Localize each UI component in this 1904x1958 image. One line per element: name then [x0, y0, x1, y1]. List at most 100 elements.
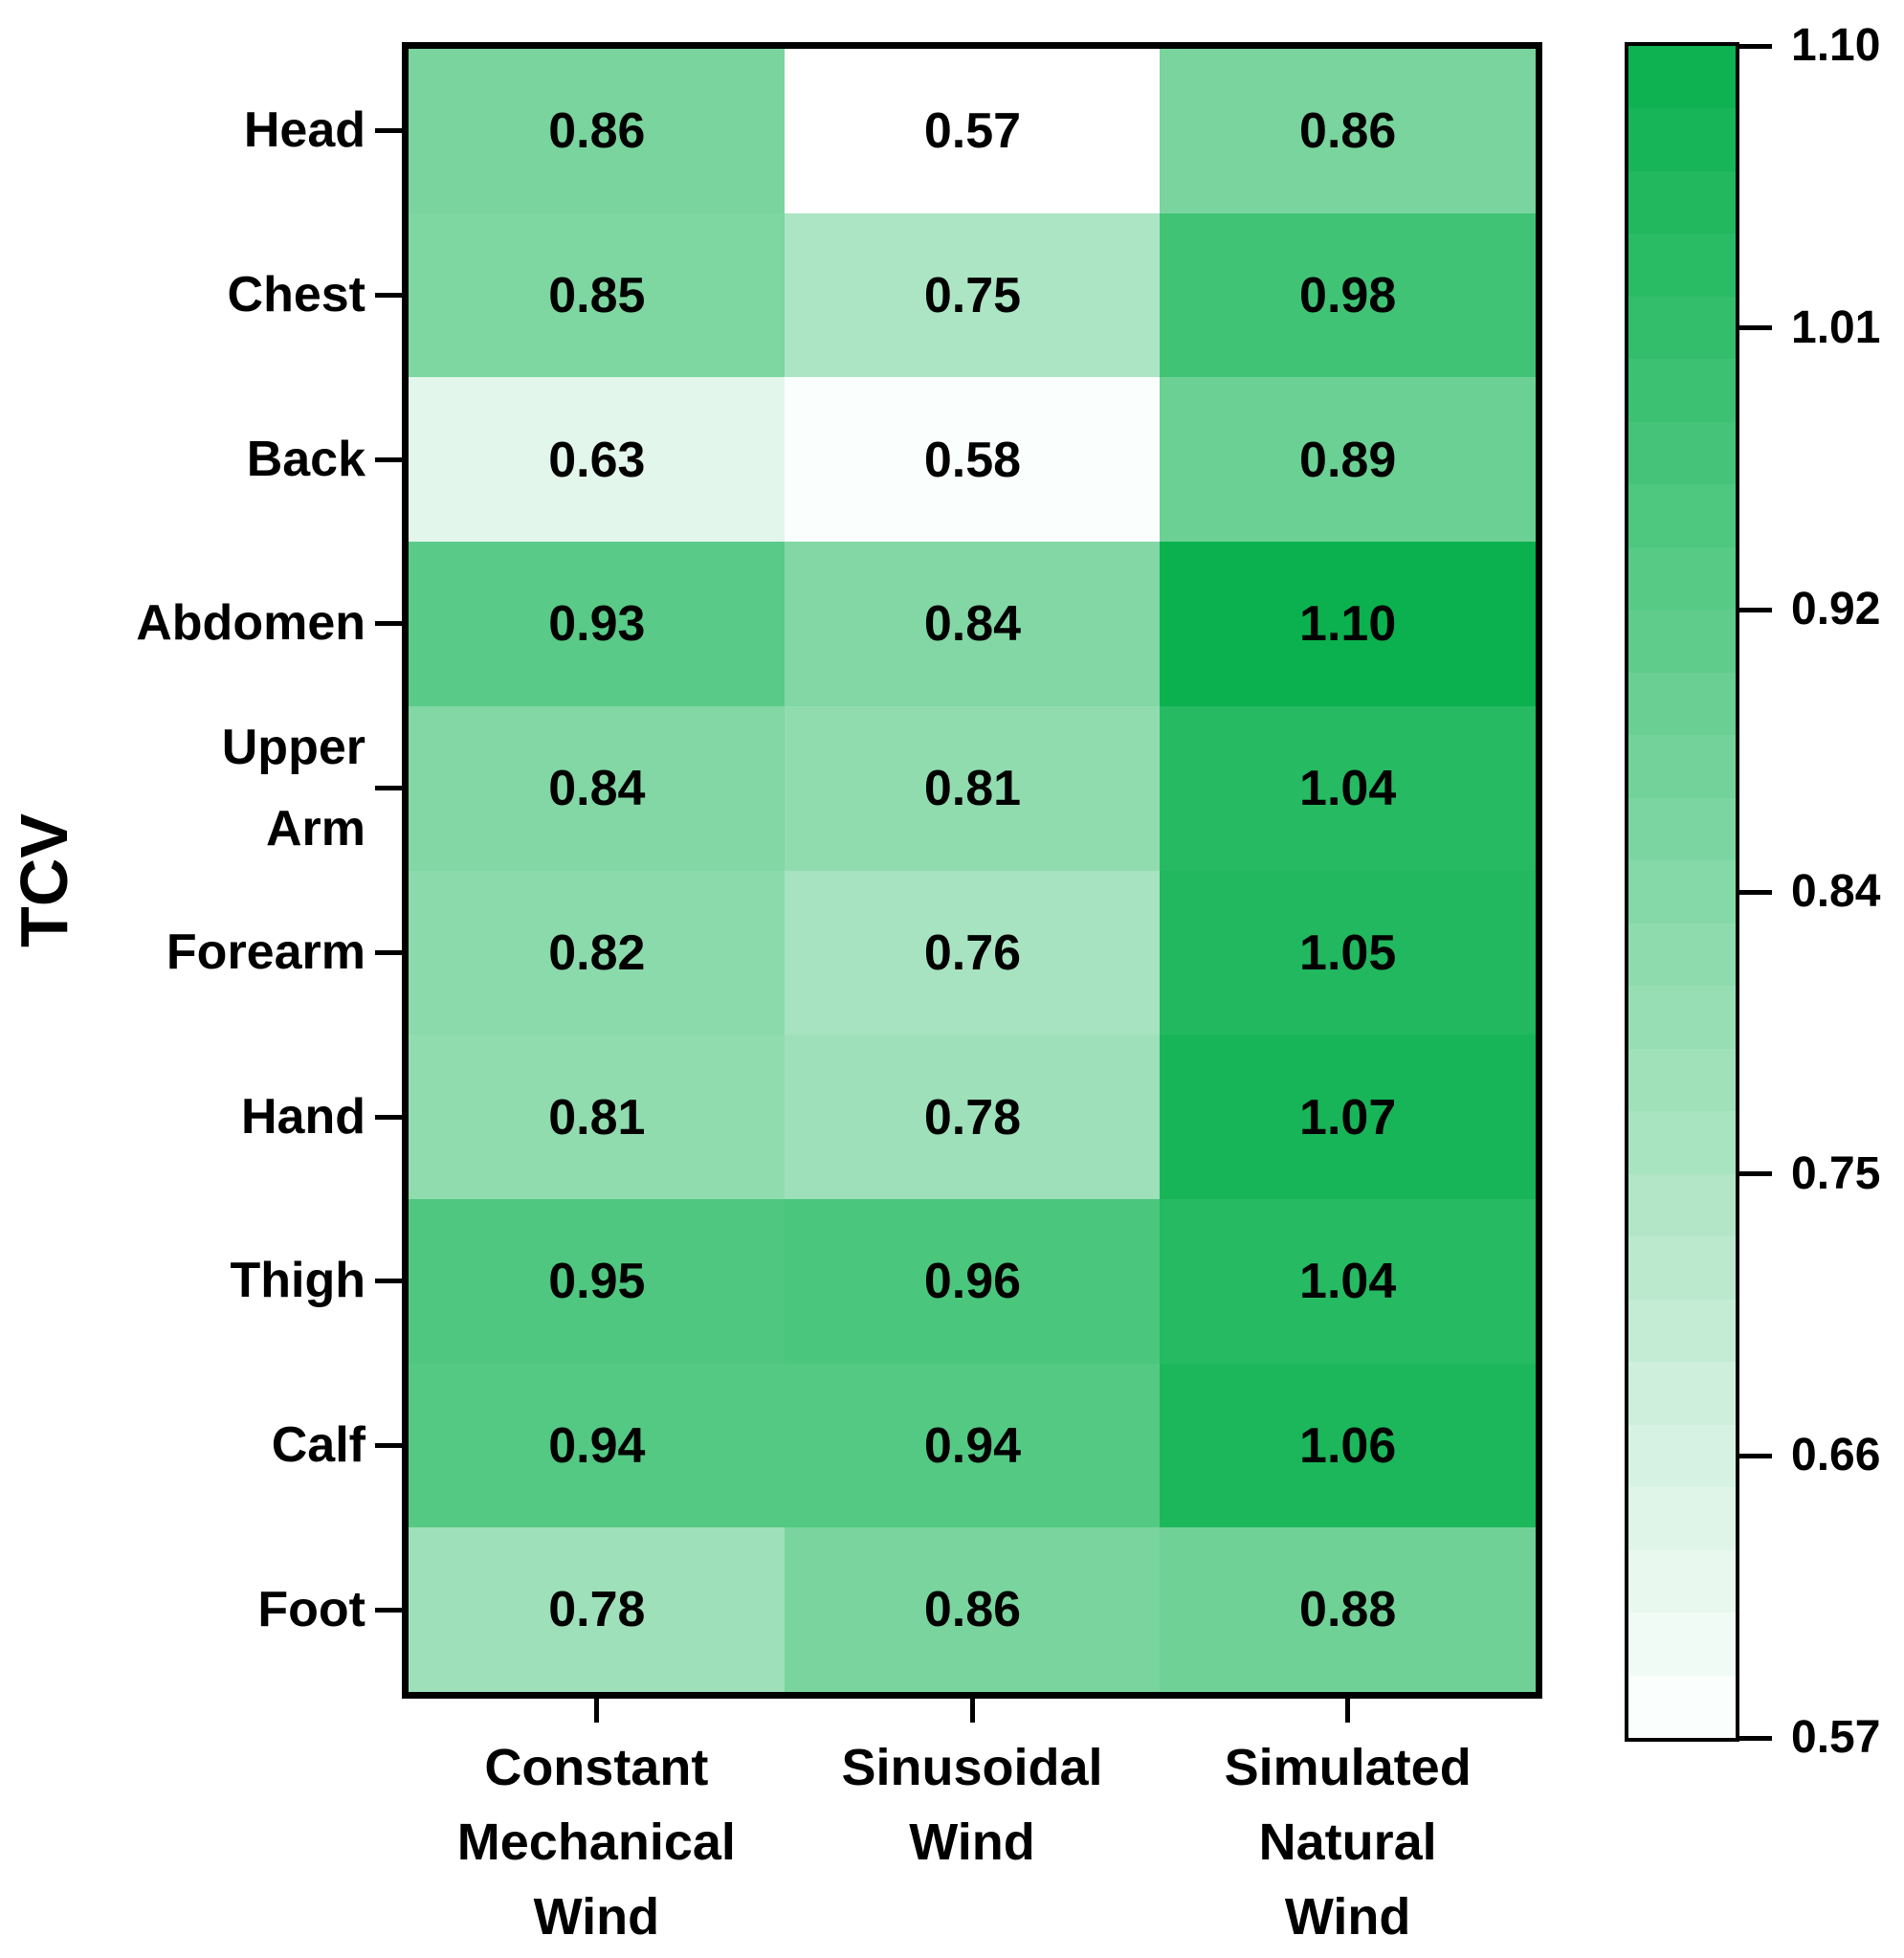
colorbar-tick-label: 0.75	[1791, 1147, 1881, 1199]
column-label-line: Wind	[909, 1813, 1035, 1871]
colorbar-tick	[1739, 325, 1772, 331]
colorbar-step	[1628, 1173, 1736, 1238]
colorbar-tick	[1739, 889, 1772, 895]
heatmap-cell: 1.10	[1160, 542, 1536, 707]
heatmap-cell: 0.88	[1160, 1527, 1536, 1692]
colorbar-step	[1628, 1048, 1736, 1113]
colorbar-step	[1628, 610, 1736, 674]
colorbar-step	[1628, 170, 1736, 235]
colorbar-tick-label: 0.57	[1791, 1712, 1881, 1763]
x-tick	[969, 1699, 975, 1723]
heatmap-cell: 0.95	[409, 1198, 786, 1365]
row-label: Back	[0, 419, 365, 501]
y-tick	[375, 1442, 402, 1448]
row-label-line: Foot	[257, 1581, 365, 1637]
y-tick	[375, 1279, 402, 1284]
colorbar-tick-label: 0.84	[1791, 866, 1881, 917]
colorbar-step	[1628, 484, 1736, 548]
colorbar-tick-label: 1.10	[1791, 20, 1881, 71]
heatmap-cell: 0.78	[409, 1527, 786, 1692]
colorbar	[1625, 42, 1739, 1742]
row-label: Calf	[0, 1405, 365, 1486]
heatmap-cell: 0.81	[409, 1035, 786, 1200]
y-tick	[375, 786, 402, 791]
heatmap-cell: 0.82	[409, 870, 786, 1036]
heatmap-cell: 0.89	[1160, 377, 1536, 544]
column-label-line: Natural	[1258, 1813, 1437, 1871]
colorbar-tick	[1739, 1171, 1772, 1177]
colorbar-step	[1628, 421, 1736, 486]
row-label-line: Back	[246, 431, 365, 487]
row-label: Upper Arm	[0, 707, 365, 870]
row-label-line: Hand	[241, 1088, 365, 1145]
y-tick	[375, 1607, 402, 1613]
row-label: Forearm	[0, 912, 365, 993]
colorbar-step	[1628, 1675, 1736, 1738]
heatmap-cell: 1.06	[1160, 1363, 1536, 1529]
column-label: Constant Mechanical Wind	[309, 1730, 883, 1954]
row-label-line: Forearm	[166, 923, 365, 980]
colorbar-step	[1628, 1613, 1736, 1677]
colorbar-step	[1628, 1424, 1736, 1489]
row-label-line: Arm	[265, 800, 365, 857]
colorbar-tick-label: 1.01	[1791, 301, 1881, 353]
row-label: Abdomen	[0, 583, 365, 664]
heatmap-cell: 1.04	[1160, 1198, 1536, 1365]
colorbar-step	[1628, 860, 1736, 924]
x-tick	[593, 1699, 599, 1723]
row-label: Head	[0, 90, 365, 171]
column-label: Sinusoidal Wind	[685, 1730, 1259, 1880]
row-label: Thigh	[0, 1240, 365, 1322]
heatmap-cell: 0.96	[784, 1198, 1162, 1365]
heatmap-cell: 0.76	[784, 870, 1162, 1036]
colorbar-step	[1628, 672, 1736, 737]
colorbar-step	[1628, 735, 1736, 799]
row-label: Foot	[0, 1569, 365, 1651]
y-tick	[375, 293, 402, 299]
colorbar-tick	[1739, 1735, 1772, 1741]
column-label-line: Wind	[1284, 1888, 1411, 1946]
y-tick	[375, 128, 402, 134]
heatmap-cell: 0.93	[409, 542, 786, 707]
colorbar-step	[1628, 1362, 1736, 1426]
colorbar-step	[1628, 986, 1736, 1050]
column-label-line: Constant	[484, 1739, 709, 1796]
colorbar-step	[1628, 108, 1736, 172]
heatmap-cell: 0.86	[784, 1527, 1162, 1692]
colorbar-step	[1628, 546, 1736, 612]
heatmap-cell: 0.84	[784, 542, 1162, 707]
y-tick	[375, 1114, 402, 1120]
heatmap-cell: 0.86	[409, 49, 786, 214]
colorbar-step	[1628, 1299, 1736, 1364]
row-label: Chest	[0, 255, 365, 336]
heatmap-cell: 1.04	[1160, 705, 1536, 872]
colorbar-step	[1628, 923, 1736, 988]
heatmap-cell: 1.07	[1160, 1035, 1536, 1200]
heatmap-cell: 0.94	[784, 1363, 1162, 1529]
row-label-line: Abdomen	[136, 595, 365, 652]
colorbar-step	[1628, 1236, 1736, 1301]
colorbar-tick-label: 0.66	[1791, 1430, 1881, 1481]
heatmap-plot: 0.86 0.57 0.86 0.85 0.75 0.98 0.63 0.58 0.89 0.93…	[402, 42, 1542, 1699]
colorbar-step	[1628, 1549, 1736, 1614]
y-tick	[375, 456, 402, 462]
colorbar-step	[1628, 797, 1736, 862]
heatmap-cell: 0.58	[784, 377, 1162, 544]
y-tick	[375, 949, 402, 955]
heatmap-cell: 0.98	[1160, 212, 1536, 379]
column-label-line: Mechanical	[456, 1813, 736, 1871]
row-label-line: Thigh	[230, 1253, 365, 1309]
heatmap-cell: 0.84	[409, 705, 786, 872]
colorbar-tick	[1739, 43, 1772, 49]
heatmap-cell: 0.63	[409, 377, 786, 544]
heatmap-cell: 0.85	[409, 212, 786, 379]
heatmap-cell: 0.94	[409, 1363, 786, 1529]
row-label: Hand	[0, 1077, 365, 1158]
heatmap-cell: 0.78	[784, 1035, 1162, 1200]
colorbar-step	[1628, 234, 1736, 298]
y-tick	[375, 621, 402, 627]
column-label: Simulated Natural Wind	[1061, 1730, 1635, 1954]
row-label-line: Chest	[227, 267, 365, 323]
heatmap-cell: 0.81	[784, 705, 1162, 872]
